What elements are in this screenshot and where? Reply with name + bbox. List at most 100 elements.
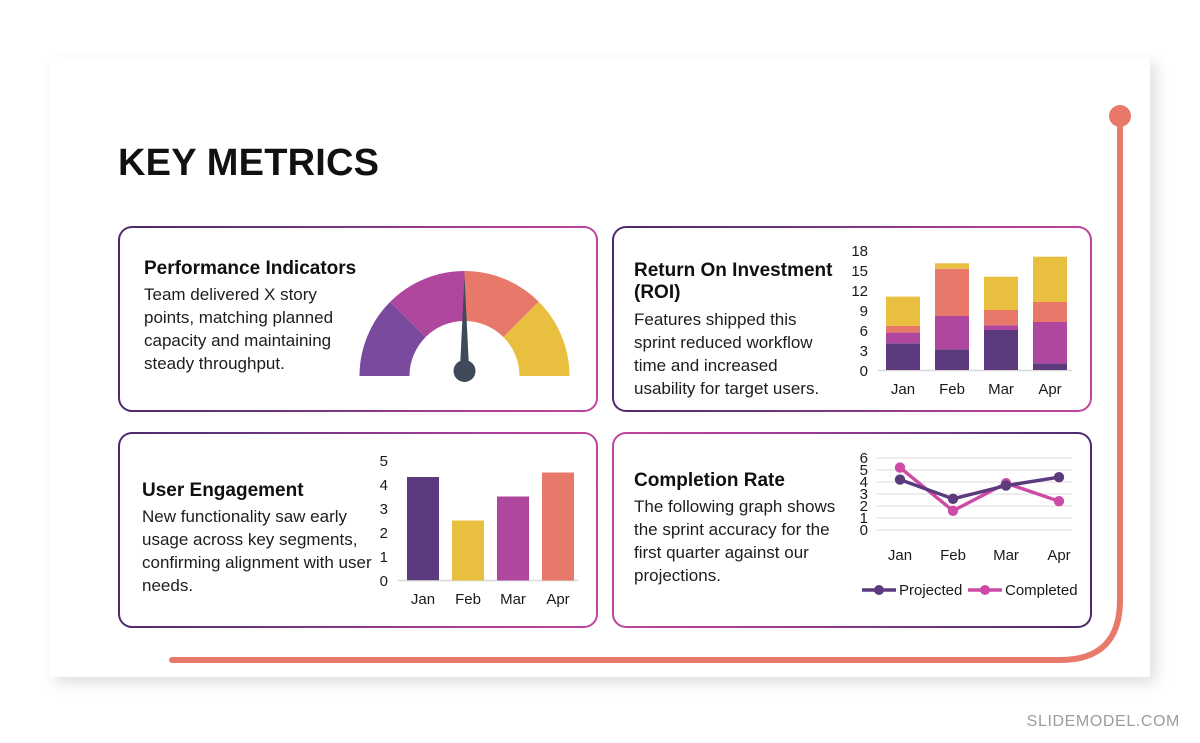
roi-seg-coral <box>1033 302 1067 322</box>
cr-legend-label: Completed <box>1005 582 1078 599</box>
cr-legend-label: Projected <box>899 582 962 599</box>
cr-point-projected <box>947 493 959 504</box>
card-performance-indicators[interactable]: Performance Indicators Team delivered X … <box>118 226 598 412</box>
roi-seg-coral <box>886 325 920 333</box>
cr-legend-item-projected[interactable]: Projected <box>862 582 962 599</box>
page-title: KEY METRICS <box>118 142 380 184</box>
card-completion-rate-text: Completion Rate The following graph show… <box>634 470 856 588</box>
roi-bar-mar <box>984 276 1018 370</box>
roi-seg-magenta <box>886 332 920 344</box>
roi-xtick: Jan <box>891 381 915 398</box>
cr-y-axis: 6 5 4 3 2 1 0 <box>860 450 868 539</box>
cr-point-projected <box>894 474 906 485</box>
cr-ytick: 4 <box>860 474 868 491</box>
card-heading: Return On Investment (ROI) <box>634 260 833 304</box>
roi-xtick: Mar <box>988 381 1014 398</box>
roi-ytick: 3 <box>860 343 868 360</box>
card-user-engagement-inner: User Engagement New functionality saw ea… <box>120 434 596 626</box>
roi-ytick: 6 <box>860 323 868 340</box>
card-completion-rate-inner: Completion Rate The following graph show… <box>614 434 1090 626</box>
ue-ytick: 5 <box>380 453 388 470</box>
roi-stacked-bar-chart: 18 15 12 9 6 3 0 <box>830 242 1080 402</box>
roi-chart-svg: 18 15 12 9 6 3 0 <box>851 243 1072 398</box>
gauge-segment-magenta <box>390 271 465 338</box>
cr-legend: Projected Completed <box>862 582 1078 599</box>
cr-x-axis: Jan Feb Mar Apr <box>888 547 1071 564</box>
user-engagement-bar-chart: 5 4 3 2 1 0 Jan Feb <box>356 450 586 615</box>
ue-chart-svg: 5 4 3 2 1 0 Jan Feb <box>380 453 578 608</box>
roi-ytick: 0 <box>860 363 868 380</box>
ue-x-axis: Jan Feb Mar Apr <box>411 591 570 608</box>
cr-ytick: 0 <box>860 522 868 539</box>
ue-ytick: 2 <box>380 525 388 542</box>
cr-line-projected <box>898 475 1061 501</box>
cr-legend-item-completed[interactable]: Completed <box>968 582 1078 599</box>
cr-point-projected <box>1053 472 1065 483</box>
cr-point-projected <box>1000 480 1012 491</box>
gauge-segment-yellow <box>503 301 570 376</box>
cr-point-completed <box>1053 496 1065 507</box>
ue-ytick: 1 <box>380 549 388 566</box>
ue-ytick: 3 <box>380 501 388 518</box>
roi-ytick: 15 <box>851 263 868 280</box>
roi-seg-purple <box>935 349 969 370</box>
roi-bar-feb <box>935 263 969 370</box>
cr-chart-svg: 6 5 4 3 2 1 0 <box>860 450 1078 599</box>
cr-ytick: 3 <box>860 486 868 503</box>
roi-seg-yellow <box>935 263 969 269</box>
cr-ytick: 5 <box>860 462 868 479</box>
gauge-segment-coral <box>464 271 539 338</box>
ue-bar-feb <box>452 520 484 581</box>
card-performance-indicators-inner: Performance Indicators Team delivered X … <box>120 228 596 410</box>
cr-legend-swatch-dot <box>874 585 884 595</box>
roi-bar-jan <box>886 296 920 370</box>
card-body: The following graph shows the sprint acc… <box>634 497 836 586</box>
ue-ytick: 0 <box>380 573 388 590</box>
ue-xtick: Apr <box>546 591 569 608</box>
roi-ytick: 9 <box>860 303 868 320</box>
ue-ytick: 4 <box>380 477 388 494</box>
card-user-engagement[interactable]: User Engagement New functionality saw ea… <box>118 432 598 628</box>
roi-seg-purple <box>886 343 920 370</box>
cr-xtick: Jan <box>888 547 912 564</box>
cr-legend-swatch-dot <box>980 585 990 595</box>
card-completion-rate[interactable]: Completion Rate The following graph show… <box>612 432 1092 628</box>
ue-bar-apr <box>542 472 574 581</box>
performance-gauge-chart <box>352 256 577 388</box>
cr-ytick: 2 <box>860 498 868 515</box>
roi-seg-magenta <box>1033 322 1067 364</box>
gauge-svg <box>359 271 570 382</box>
gauge-needle-hub <box>453 360 476 382</box>
cr-point-completed <box>947 505 959 516</box>
roi-seg-purple <box>1033 363 1067 370</box>
gauge-needle <box>460 276 469 368</box>
roi-ytick: 12 <box>851 283 868 300</box>
cr-xtick: Mar <box>993 547 1019 564</box>
card-heading: Performance Indicators <box>144 258 357 279</box>
roi-seg-coral <box>935 268 969 316</box>
gauge-segment-purple <box>359 301 426 376</box>
card-return-on-investment-text: Return On Investment (ROI) Features ship… <box>634 260 842 401</box>
card-return-on-investment-inner: Return On Investment (ROI) Features ship… <box>614 228 1090 410</box>
roi-seg-coral <box>984 310 1018 326</box>
ue-bar-jan <box>407 477 439 581</box>
ue-xtick: Jan <box>411 591 435 608</box>
ue-y-axis: 5 4 3 2 1 0 <box>380 453 388 590</box>
cr-ytick: 6 <box>860 450 868 467</box>
ue-xtick: Mar <box>500 591 526 608</box>
roi-seg-yellow <box>1033 256 1067 302</box>
ue-bar-mar <box>497 496 529 581</box>
card-body: New functionality saw early usage across… <box>142 507 372 596</box>
roi-seg-yellow <box>984 276 1018 310</box>
roi-xtick: Apr <box>1038 381 1061 398</box>
ue-xtick: Feb <box>455 591 481 608</box>
card-return-on-investment[interactable]: Return On Investment (ROI) Features ship… <box>612 226 1092 412</box>
roi-seg-yellow <box>886 296 920 326</box>
completion-rate-line-chart: 6 5 4 3 2 1 0 <box>830 448 1080 623</box>
card-heading: Completion Rate <box>634 470 785 491</box>
roi-x-axis: Jan Feb Mar Apr <box>891 381 1062 398</box>
roi-seg-magenta <box>935 316 969 350</box>
card-body: Team delivered X story points, matching … <box>144 285 334 374</box>
watermark: SLIDEMODEL.COM <box>1026 713 1180 730</box>
